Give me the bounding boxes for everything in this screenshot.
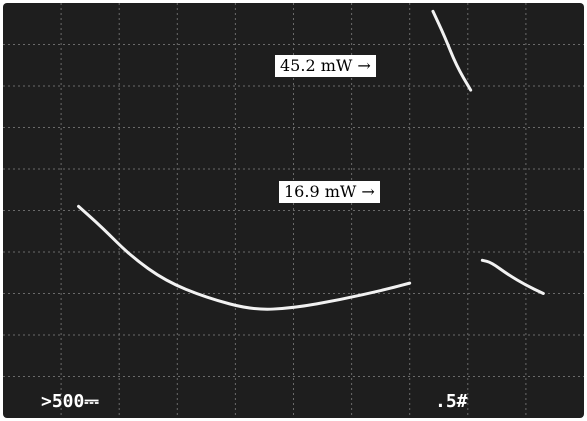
oscilloscope-plot [3,3,584,418]
trace-segment-1 [77,204,412,311]
annotation-peak-power: 45.2 mW → [275,55,376,77]
scope-grid [3,3,584,418]
oscilloscope-screen: 45.2 mW → 16.9 mW → >500⎓ .5# [3,3,584,418]
annotation-low-power: 16.9 mW → [279,181,380,203]
readout-right: .5# [435,391,468,412]
trace-segment-2 [431,9,473,92]
readout-left: >500⎓ [41,391,99,412]
trace-segment-3 [480,258,545,295]
